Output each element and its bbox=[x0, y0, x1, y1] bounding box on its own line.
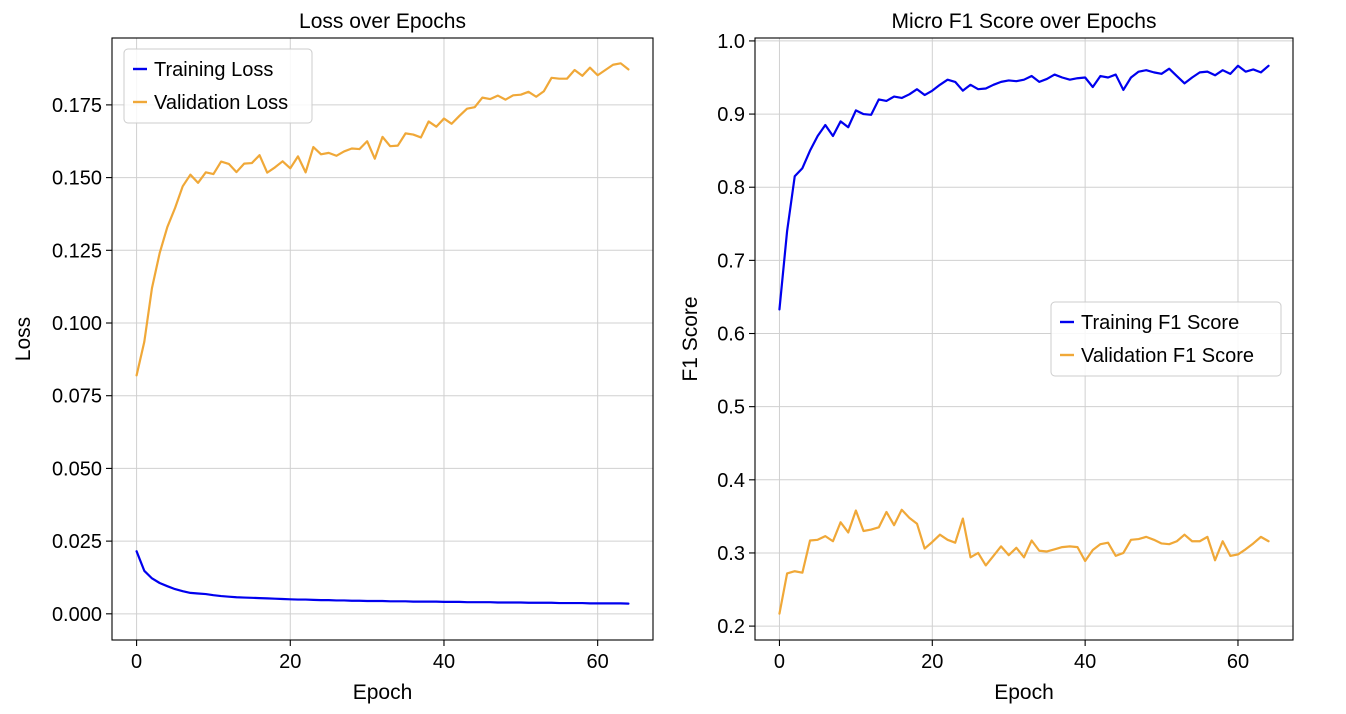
y-tick-label: 0.5 bbox=[717, 397, 745, 419]
y-tick-label: 0.050 bbox=[52, 458, 102, 480]
y-tick-label: 0.9 bbox=[717, 104, 745, 126]
y-tick-label: 0.100 bbox=[52, 313, 102, 335]
y-tick-label: 0.025 bbox=[52, 531, 102, 553]
plot-frame bbox=[754, 37, 1294, 641]
y-tick-label: 0.075 bbox=[52, 386, 102, 408]
chart-title: Loss over Epochs bbox=[299, 10, 466, 33]
x-tick-label: 60 bbox=[1227, 651, 1249, 673]
y-tick-label: 0.2 bbox=[717, 616, 745, 638]
legend-label: Validation Loss bbox=[154, 92, 288, 114]
series-line-training-loss bbox=[135, 550, 630, 605]
y-axis-label: Loss bbox=[12, 317, 35, 361]
y-tick-label: 0.6 bbox=[717, 324, 745, 346]
legend: Training F1 Score Validation F1 Score bbox=[1050, 301, 1282, 377]
f1-chart: 0 20 40 60 0.2 0.3 0.4 0.5 0.6 0.7 0.8 0.9 1.0 Micro … bbox=[679, 10, 1294, 704]
plot-frame bbox=[111, 37, 654, 641]
x-tick-label: 0 bbox=[131, 651, 142, 673]
y-tick-label: 0.125 bbox=[52, 240, 102, 262]
y-tick-label: 0.7 bbox=[717, 250, 745, 272]
x-tick-label: 20 bbox=[921, 651, 943, 673]
y-tick-label: 0.150 bbox=[52, 168, 102, 190]
y-tick-label: 1.0 bbox=[717, 31, 745, 53]
legend-label: Training F1 Score bbox=[1081, 312, 1239, 334]
series-line-training-f1-score bbox=[778, 64, 1270, 311]
series-line-validation-loss bbox=[135, 62, 630, 377]
x-tick-label: 40 bbox=[433, 651, 455, 673]
y-tick-label: 0.175 bbox=[52, 95, 102, 117]
x-tick-label: 60 bbox=[587, 651, 609, 673]
y-tick-label: 0.8 bbox=[717, 177, 745, 199]
legend: Training Loss Validation Loss bbox=[123, 48, 313, 124]
x-axis-label: Epoch bbox=[994, 681, 1054, 704]
loss-chart: 0 20 40 60 0.000 0.025 0.050 0.075 0.100 0.125 0.1… bbox=[12, 10, 654, 704]
legend-label: Validation F1 Score bbox=[1081, 345, 1254, 367]
legend-box bbox=[123, 48, 313, 124]
legend-box bbox=[1050, 301, 1282, 377]
legend-label: Training Loss bbox=[154, 59, 273, 81]
x-tick-label: 20 bbox=[279, 651, 301, 673]
chart-title: Micro F1 Score over Epochs bbox=[892, 10, 1157, 33]
x-axis-label: Epoch bbox=[353, 681, 413, 704]
y-tick-label: 0.3 bbox=[717, 543, 745, 565]
y-tick-label: 0.4 bbox=[717, 470, 745, 492]
x-tick-label: 40 bbox=[1074, 651, 1096, 673]
grid bbox=[112, 38, 653, 640]
series-line-validation-f1-score bbox=[778, 508, 1270, 615]
y-tick-label: 0.000 bbox=[52, 604, 102, 626]
y-axis-label: F1 Score bbox=[679, 296, 702, 381]
x-tick-label: 0 bbox=[774, 651, 785, 673]
